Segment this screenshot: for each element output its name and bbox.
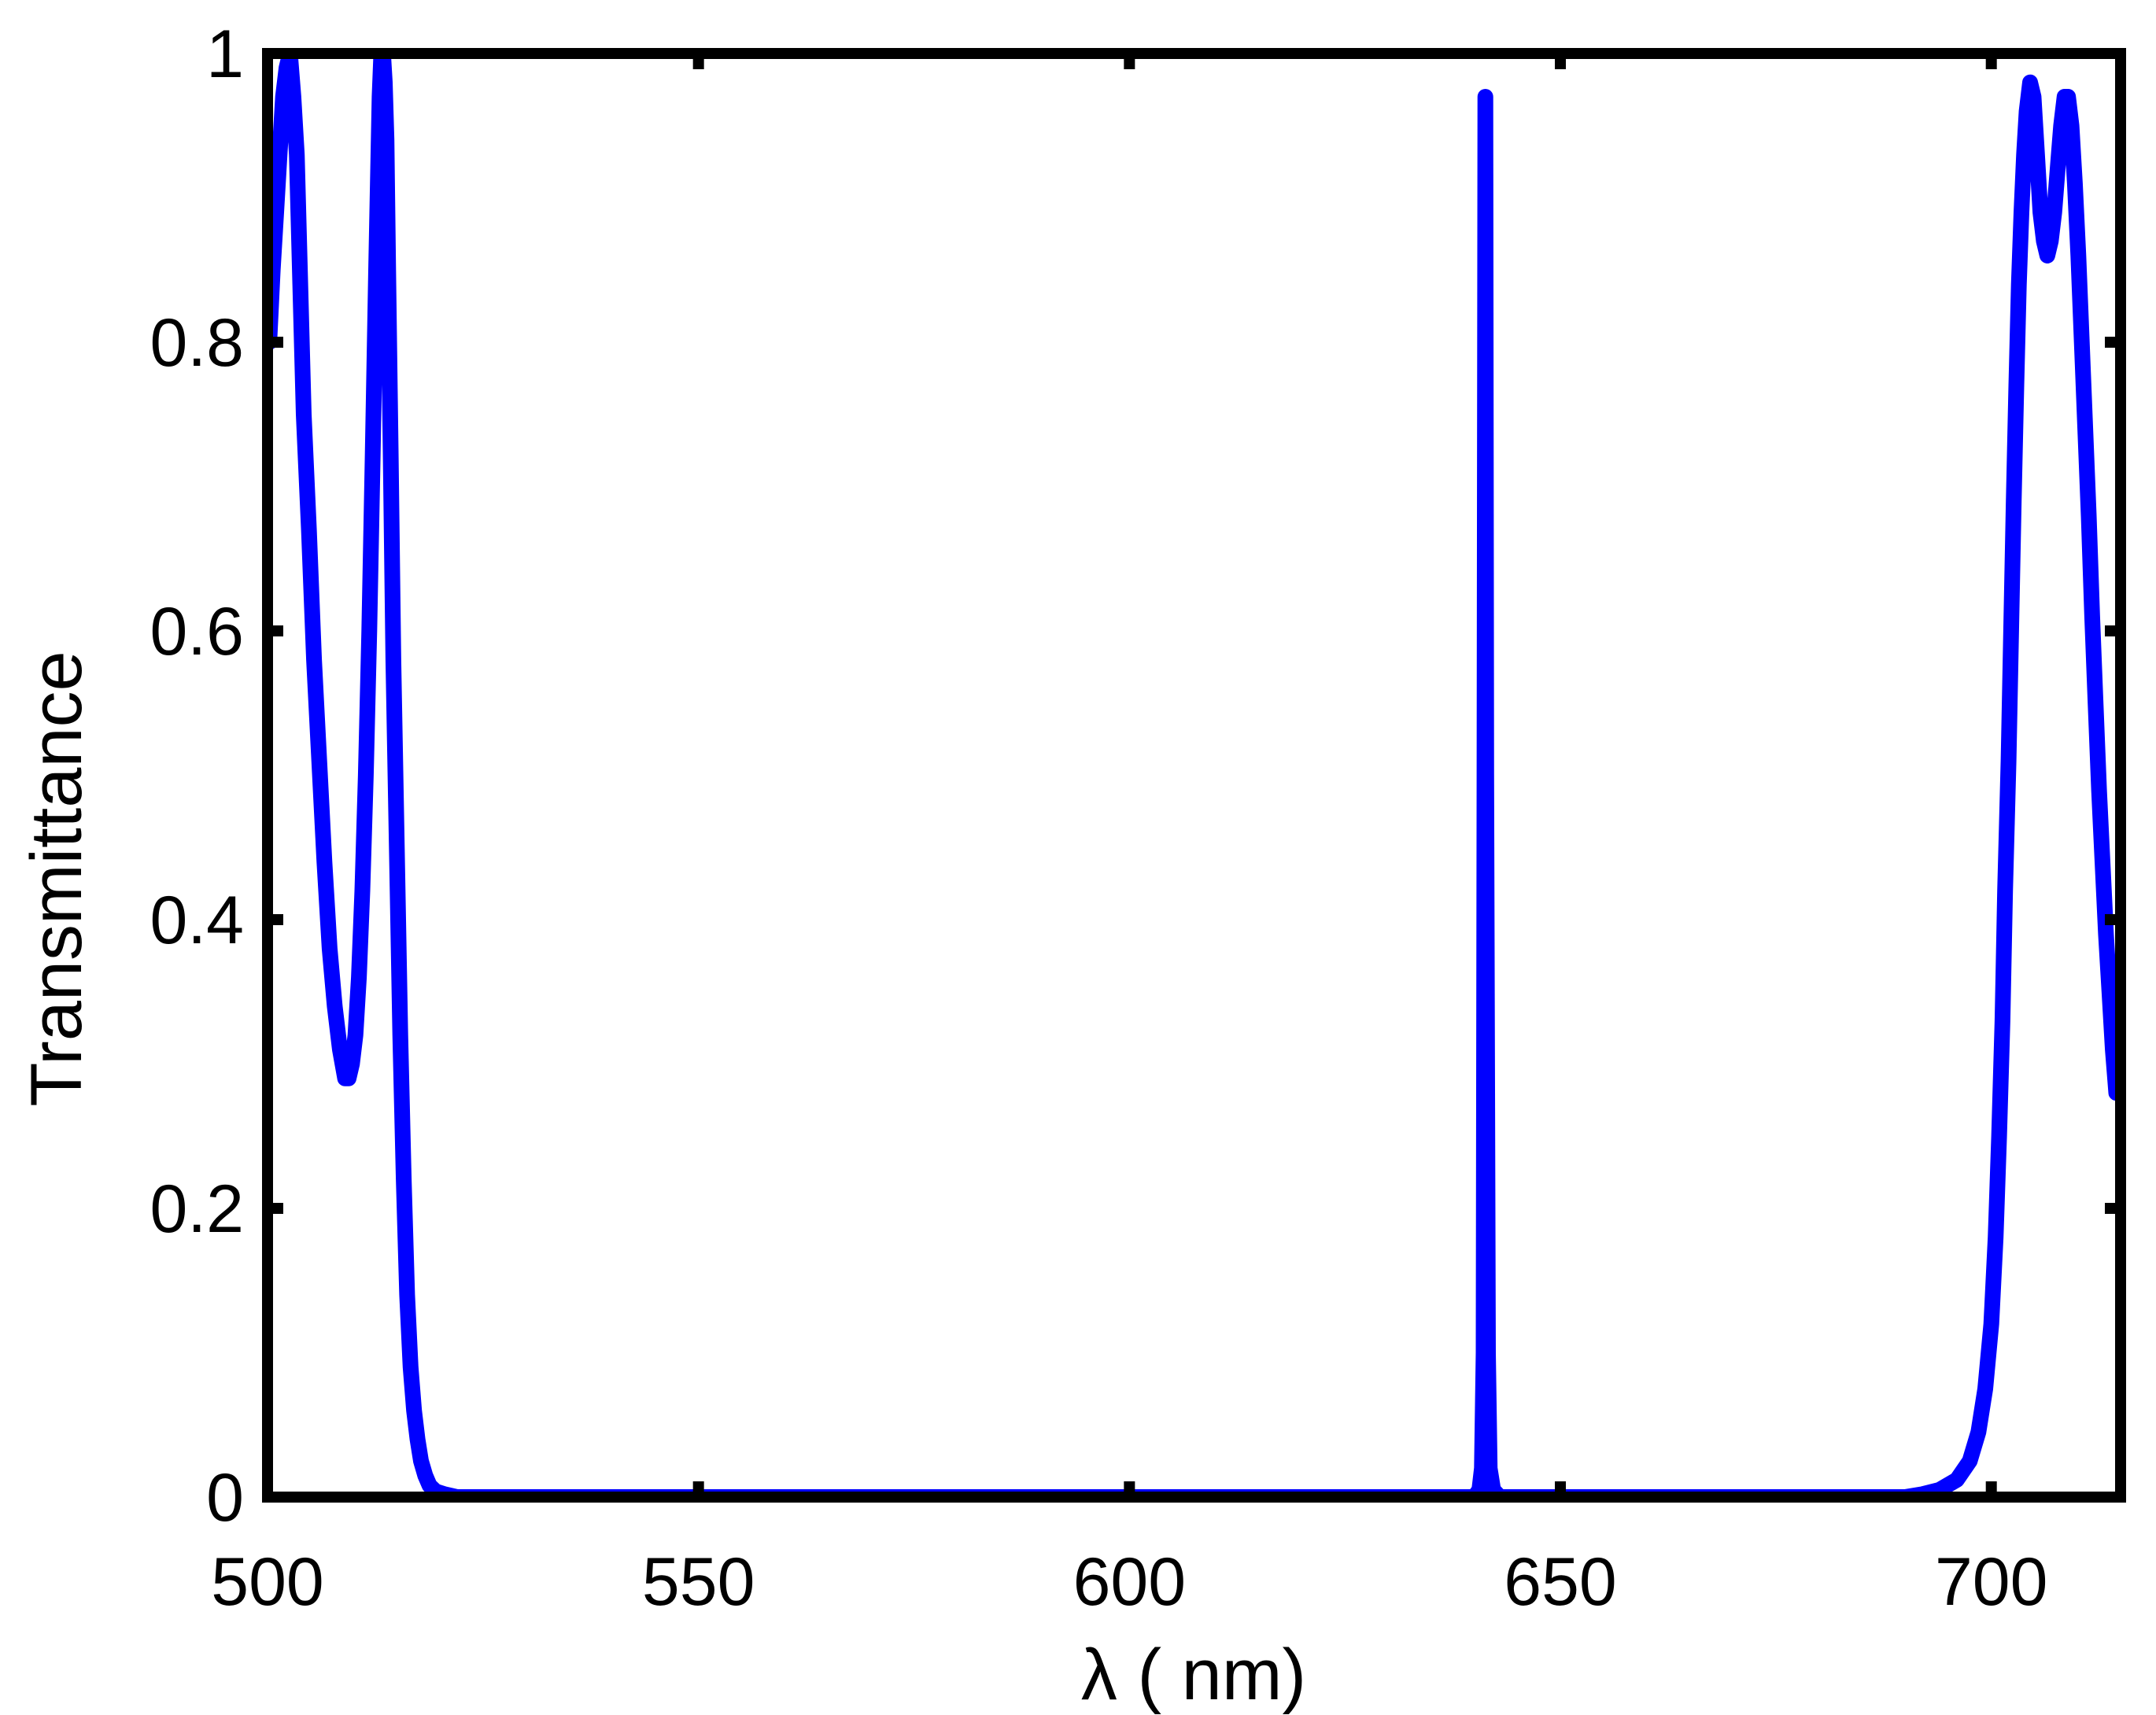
y-tick-label: 0.2 [150,1171,244,1247]
x-tick-label: 500 [211,1544,324,1620]
x-tick-label: 550 [642,1544,755,1620]
y-axis-label: Transmittance [17,651,97,1106]
y-tick-label: 1 [206,17,244,92]
y-tick-label: 0 [206,1460,244,1536]
x-axis-label: λ ( nm) [1081,1635,1306,1715]
axes-box [262,48,2126,1503]
axis-ticks: 500 550 600 650 700 0 0.2 0.4 0.6 0.8 1 [150,17,2121,1620]
series-line-0 [268,53,2121,1497]
y-tick-label: 0.8 [150,305,244,381]
y-tick-label: 0.4 [150,883,244,958]
axes-frame [262,48,2126,1503]
x-tick-label: 600 [1073,1544,1187,1620]
y-tick-label: 0.6 [150,594,244,669]
plot-area [268,53,2121,1497]
x-tick-label: 650 [1504,1544,1617,1620]
x-tick-label: 700 [1935,1544,2048,1620]
